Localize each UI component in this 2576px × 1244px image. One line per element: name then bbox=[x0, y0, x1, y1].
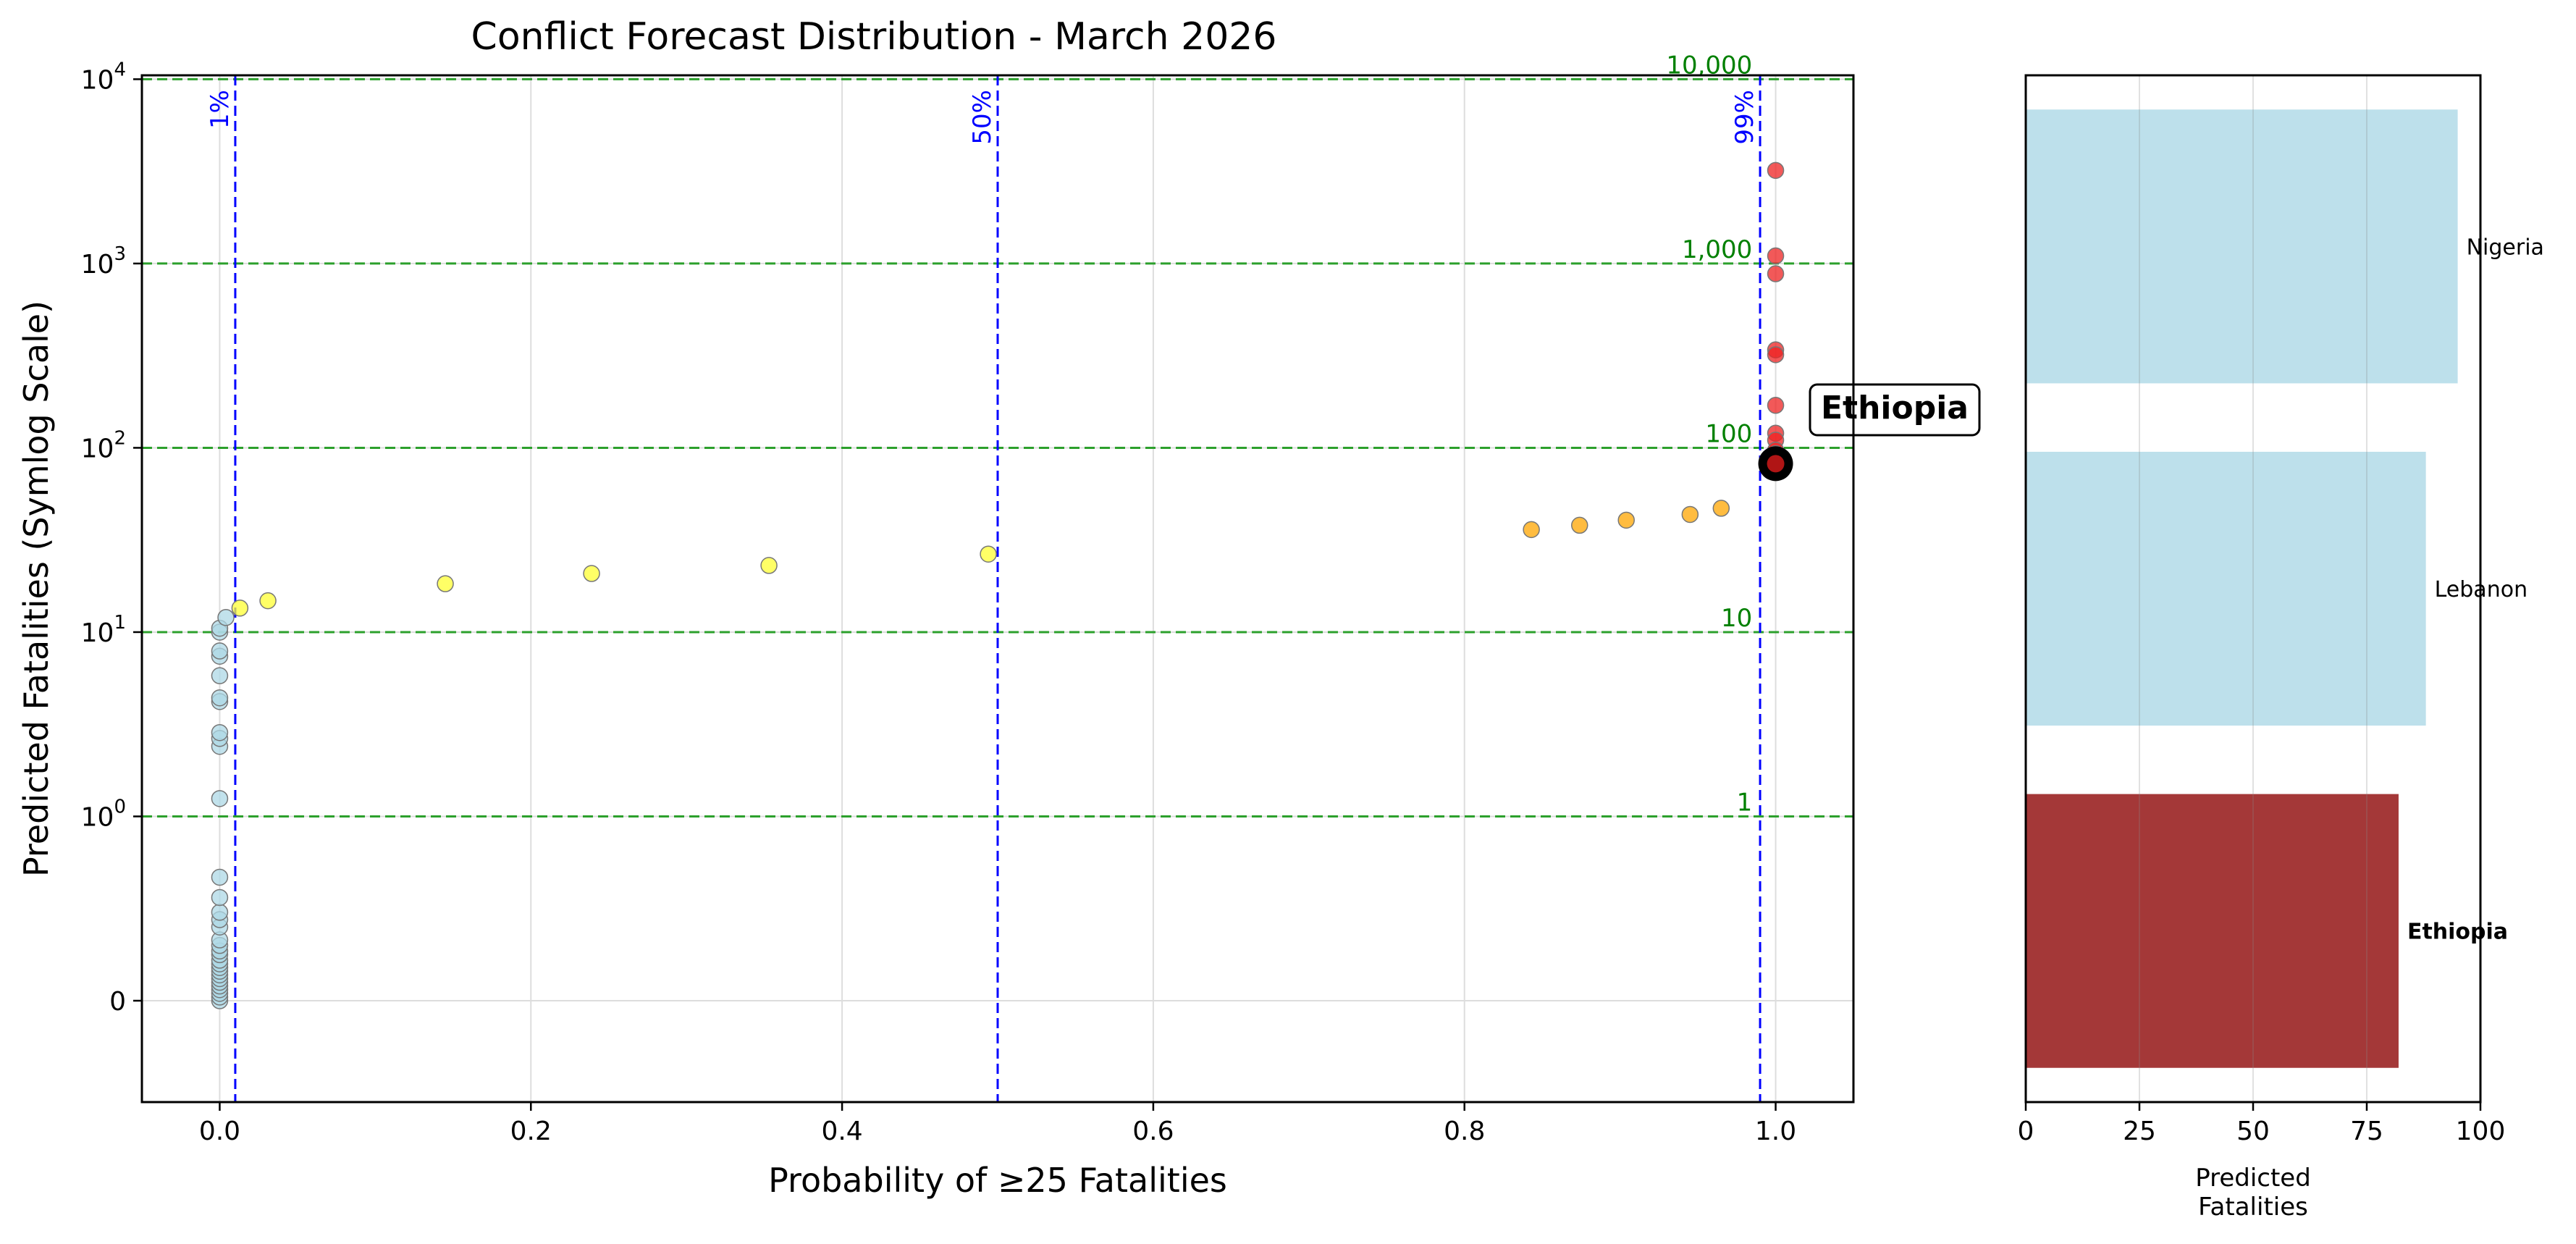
y-tick-base: 10 bbox=[81, 434, 114, 463]
x-tick-label: 1.0 bbox=[1755, 1117, 1796, 1146]
data-point bbox=[1768, 266, 1784, 282]
threshold-label: 100 bbox=[1705, 419, 1752, 448]
data-point bbox=[1768, 398, 1784, 413]
bar-label: Nigeria bbox=[2467, 235, 2544, 260]
data-point bbox=[211, 725, 227, 741]
data-point bbox=[211, 643, 227, 659]
y-tick-exponent: 3 bbox=[114, 243, 126, 265]
data-point bbox=[232, 600, 248, 616]
data-point bbox=[211, 791, 227, 807]
bar-x-tick-label: 0 bbox=[2018, 1117, 2034, 1146]
y-tick-base: 10 bbox=[81, 618, 114, 648]
data-point bbox=[211, 869, 227, 885]
highlight-marker bbox=[1767, 455, 1785, 472]
probability-line-label: 1% bbox=[206, 90, 235, 129]
data-point bbox=[218, 610, 234, 626]
y-tick-label: 103 bbox=[81, 243, 126, 280]
y-tick-label: 102 bbox=[81, 427, 126, 463]
data-point bbox=[584, 566, 599, 581]
data-point bbox=[1713, 500, 1729, 516]
y-tick-exponent: 1 bbox=[114, 612, 126, 634]
y-tick-exponent: 2 bbox=[114, 427, 126, 449]
highlight-label: Ethiopia bbox=[1821, 390, 1969, 426]
y-tick-exponent: 4 bbox=[114, 59, 126, 80]
probability-line-label: 99% bbox=[1730, 90, 1759, 145]
y-tick-label: 101 bbox=[81, 612, 126, 648]
y-tick-label: 104 bbox=[81, 59, 126, 95]
bar bbox=[2026, 452, 2426, 726]
data-point bbox=[1523, 521, 1539, 537]
bar-x-tick-label: 25 bbox=[2123, 1117, 2156, 1146]
y-tick-base: 10 bbox=[81, 802, 114, 832]
data-point bbox=[1618, 512, 1634, 528]
y-tick-base: 0 bbox=[109, 987, 126, 1017]
data-point bbox=[211, 668, 227, 684]
data-point bbox=[1682, 506, 1698, 522]
y-tick-base: 10 bbox=[81, 250, 114, 280]
probability-line-label: 50% bbox=[968, 90, 997, 145]
bar-x-axis-label: Predicted bbox=[2195, 1164, 2311, 1193]
data-point bbox=[1768, 248, 1784, 264]
y-tick-exponent: 0 bbox=[114, 796, 126, 818]
data-point bbox=[1572, 517, 1588, 533]
bar-x-tick-label: 50 bbox=[2236, 1117, 2270, 1146]
x-tick-label: 0.4 bbox=[821, 1117, 862, 1146]
data-point bbox=[1768, 162, 1784, 178]
chart-title: Conflict Forecast Distribution - March 2… bbox=[471, 15, 1277, 59]
data-point bbox=[437, 576, 453, 592]
threshold-label: 10 bbox=[1721, 604, 1752, 633]
bar-x-tick-label: 75 bbox=[2350, 1117, 2383, 1146]
bar bbox=[2026, 109, 2458, 383]
x-tick-label: 0.2 bbox=[510, 1117, 552, 1146]
y-tick-label: 0 bbox=[109, 987, 126, 1017]
threshold-label: 1 bbox=[1737, 788, 1753, 817]
threshold-label: 1,000 bbox=[1682, 235, 1752, 264]
x-tick-label: 0.8 bbox=[1444, 1117, 1485, 1146]
bar-label: Ethiopia bbox=[2407, 920, 2508, 945]
data-point bbox=[980, 546, 996, 562]
data-point bbox=[211, 690, 227, 706]
y-axis-label: Predicted Fatalities (Symlog Scale) bbox=[17, 301, 56, 877]
data-point bbox=[761, 558, 777, 573]
data-point bbox=[260, 593, 276, 609]
bar-x-tick-label: 100 bbox=[2456, 1117, 2506, 1146]
data-point bbox=[211, 889, 227, 905]
x-tick-label: 0.0 bbox=[199, 1117, 240, 1146]
y-tick-base: 10 bbox=[81, 65, 114, 95]
bar-x-axis-label: Fatalities bbox=[2198, 1193, 2308, 1222]
data-point bbox=[1768, 347, 1784, 363]
y-tick-label: 100 bbox=[81, 796, 126, 832]
x-axis-label: Probability of ≥25 Fatalities bbox=[768, 1161, 1227, 1200]
data-point bbox=[211, 904, 227, 920]
x-tick-label: 0.6 bbox=[1132, 1117, 1174, 1146]
bar bbox=[2026, 794, 2399, 1068]
